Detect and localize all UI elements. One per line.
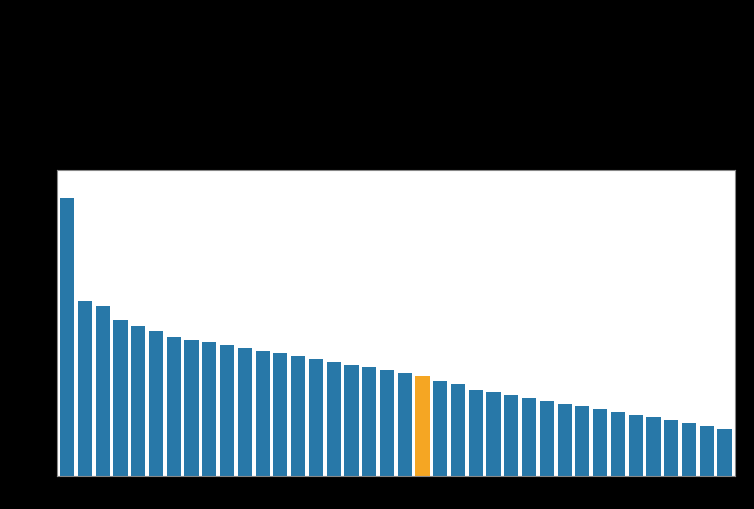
Bar (433, 382, 447, 476)
Bar (131, 326, 146, 476)
Bar (469, 390, 483, 476)
Bar (700, 426, 714, 476)
Bar (291, 356, 305, 476)
Bar (557, 404, 572, 476)
Bar (309, 359, 323, 476)
Bar (220, 346, 234, 476)
Bar (345, 365, 359, 476)
Bar (664, 420, 679, 476)
Bar (167, 337, 181, 476)
Bar (717, 429, 731, 476)
Bar (380, 371, 394, 476)
Bar (149, 331, 163, 476)
Bar (60, 199, 75, 476)
Bar (522, 398, 536, 476)
Bar (451, 384, 465, 476)
Bar (415, 376, 430, 476)
Bar (202, 343, 216, 476)
Bar (362, 367, 376, 476)
Bar (326, 362, 341, 476)
Bar (504, 395, 519, 476)
Bar (78, 301, 92, 476)
Bar (646, 417, 661, 476)
Bar (256, 351, 270, 476)
Bar (575, 407, 590, 476)
Bar (593, 409, 607, 476)
Bar (96, 306, 110, 476)
Bar (185, 340, 198, 476)
Bar (629, 415, 642, 476)
Bar (113, 321, 127, 476)
Bar (238, 348, 252, 476)
Bar (397, 373, 412, 476)
Bar (273, 354, 287, 476)
Bar (682, 423, 696, 476)
Bar (611, 412, 625, 476)
Bar (486, 392, 501, 476)
Bar (540, 401, 554, 476)
